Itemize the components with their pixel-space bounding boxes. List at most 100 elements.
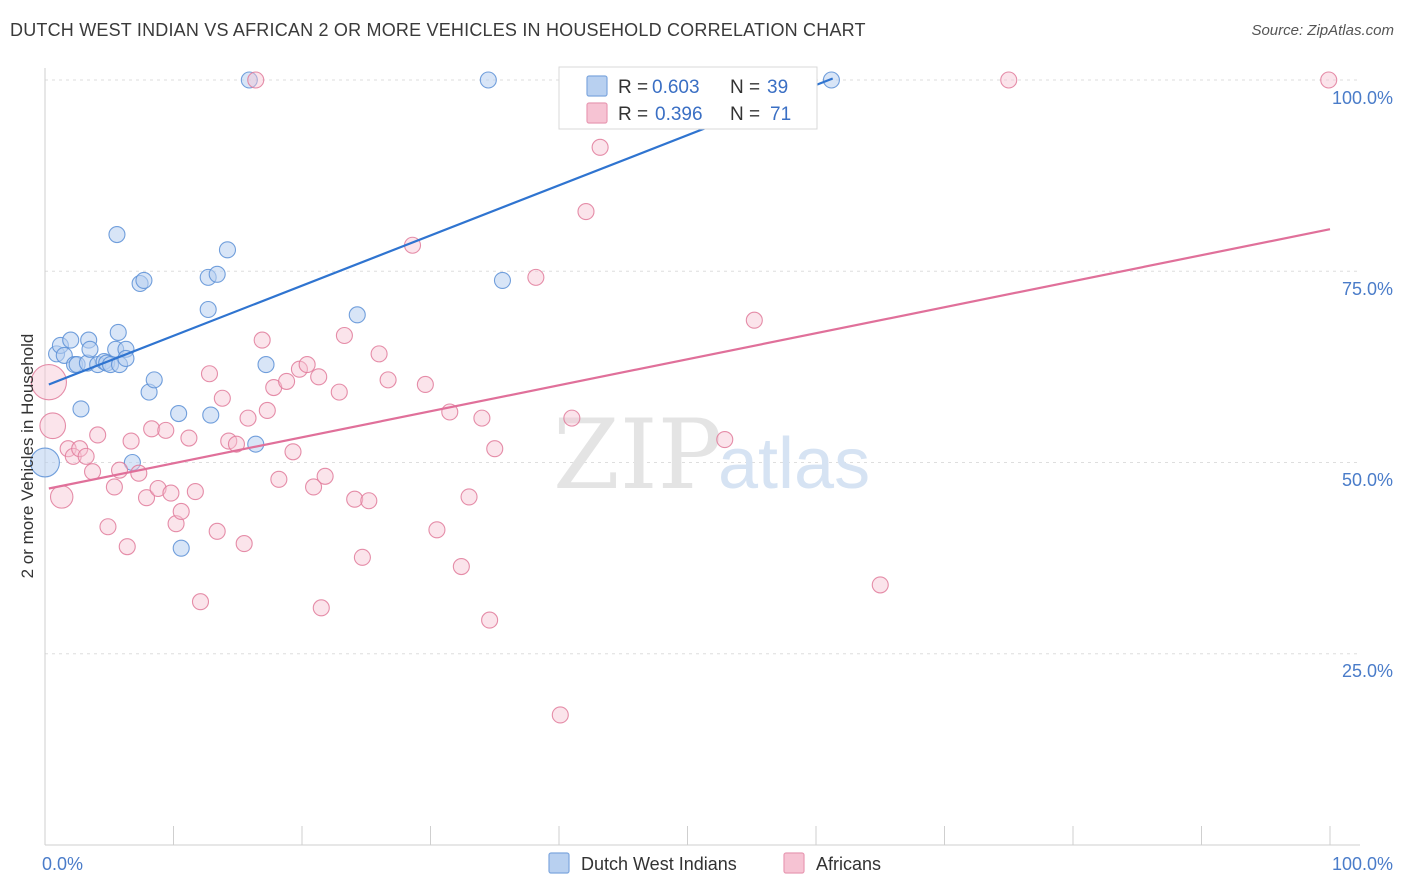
y-tick-label-50: 50.0% bbox=[1342, 470, 1393, 490]
data-point bbox=[551, 706, 569, 724]
data-point bbox=[227, 435, 246, 453]
data-point bbox=[108, 225, 126, 244]
data-point bbox=[149, 479, 167, 498]
data-point bbox=[99, 518, 117, 536]
data-point bbox=[143, 420, 161, 438]
gridlines bbox=[45, 79, 1360, 655]
data-point bbox=[460, 488, 478, 506]
data-point bbox=[428, 521, 446, 539]
data-point bbox=[473, 409, 491, 427]
data-point bbox=[379, 371, 397, 389]
data-point bbox=[258, 401, 276, 420]
bottom-legend: Dutch West Indians Africans bbox=[548, 852, 881, 874]
data-point bbox=[62, 331, 80, 349]
data-point bbox=[213, 389, 231, 407]
data-point bbox=[30, 364, 68, 401]
data-point bbox=[871, 576, 889, 594]
data-point bbox=[353, 548, 371, 566]
data-point bbox=[239, 409, 257, 427]
bottom-legend-label-dutch-west-indians: Dutch West Indians bbox=[581, 854, 737, 874]
data-point bbox=[172, 539, 190, 557]
data-point bbox=[137, 489, 156, 507]
data-point bbox=[486, 440, 504, 458]
data-point bbox=[240, 71, 258, 89]
watermark-atlas: atlas bbox=[718, 424, 870, 504]
data-point bbox=[305, 478, 323, 496]
y-tick-label-25: 25.0% bbox=[1342, 661, 1393, 681]
series-africans bbox=[30, 71, 1338, 724]
legend-n-value-0: 39 bbox=[767, 77, 788, 98]
data-point bbox=[253, 331, 271, 349]
legend-n-label-0: N = bbox=[730, 77, 760, 98]
data-point bbox=[247, 435, 265, 453]
data-point bbox=[39, 412, 67, 440]
data-point bbox=[284, 443, 302, 461]
data-point bbox=[135, 271, 153, 289]
legend-n-label-1: N = bbox=[730, 104, 760, 125]
watermark: ZIP atlas bbox=[553, 399, 870, 511]
data-point bbox=[348, 306, 366, 324]
chart-source: Source: ZipAtlas.com bbox=[1251, 22, 1394, 39]
legend-r-label-1: R = bbox=[618, 104, 648, 125]
data-point bbox=[89, 426, 107, 444]
data-point bbox=[77, 447, 95, 465]
data-point bbox=[416, 375, 434, 394]
data-point bbox=[105, 478, 123, 496]
data-point bbox=[716, 430, 734, 449]
x-ticks bbox=[44, 826, 1331, 845]
data-point bbox=[298, 356, 316, 374]
data-point bbox=[218, 241, 237, 259]
legend-box: R = 0.603 N = 39 R = 0.396 N = 71 bbox=[558, 66, 818, 130]
data-point bbox=[122, 432, 140, 450]
x-tick-label-0: 0.0% bbox=[42, 854, 83, 874]
data-point bbox=[157, 421, 175, 439]
data-point bbox=[330, 383, 348, 401]
data-point bbox=[577, 203, 595, 221]
data-point bbox=[200, 365, 219, 383]
data-point bbox=[30, 447, 60, 478]
y-tick-label-75: 75.0% bbox=[1342, 279, 1393, 299]
data-point bbox=[170, 404, 188, 423]
data-point bbox=[81, 340, 99, 358]
legend-n-value-1: 71 bbox=[770, 104, 791, 125]
data-point bbox=[481, 611, 499, 629]
data-point bbox=[186, 483, 204, 501]
data-point bbox=[745, 311, 763, 329]
y-tick-label-100: 100.0% bbox=[1332, 88, 1393, 108]
data-point bbox=[199, 300, 217, 319]
data-point bbox=[563, 409, 581, 427]
data-point bbox=[130, 464, 148, 482]
x-tick-label-100: 100.0% bbox=[1332, 854, 1393, 874]
y-axis-label: 2 or more Vehicles in Household bbox=[18, 334, 37, 579]
data-point bbox=[235, 535, 253, 553]
data-point bbox=[479, 71, 497, 89]
data-point bbox=[83, 463, 102, 481]
data-point bbox=[360, 492, 378, 510]
data-point bbox=[370, 345, 388, 363]
legend-r-value-0: 0.603 bbox=[652, 77, 700, 98]
series-points bbox=[30, 71, 1338, 724]
bottom-legend-swatch-africans bbox=[783, 852, 805, 874]
data-point bbox=[118, 538, 136, 556]
data-point bbox=[247, 71, 265, 89]
data-point bbox=[180, 429, 198, 447]
data-point bbox=[1000, 71, 1018, 89]
data-point bbox=[145, 371, 163, 389]
data-point bbox=[452, 557, 470, 576]
data-point bbox=[172, 502, 190, 521]
data-point bbox=[202, 406, 220, 424]
legend-r-value-1: 0.396 bbox=[655, 104, 703, 125]
bottom-legend-label-africans: Africans bbox=[816, 854, 881, 874]
legend-swatch-africans bbox=[586, 102, 608, 124]
trend-line-africans bbox=[48, 228, 1331, 490]
data-point bbox=[310, 368, 328, 386]
data-point bbox=[1320, 71, 1338, 89]
data-point bbox=[335, 326, 353, 345]
bottom-legend-swatch-dutch-west-indians bbox=[548, 852, 570, 874]
data-point bbox=[72, 400, 90, 418]
data-point bbox=[591, 138, 609, 156]
data-point bbox=[493, 271, 512, 289]
data-point bbox=[208, 522, 226, 540]
data-point bbox=[49, 485, 74, 509]
